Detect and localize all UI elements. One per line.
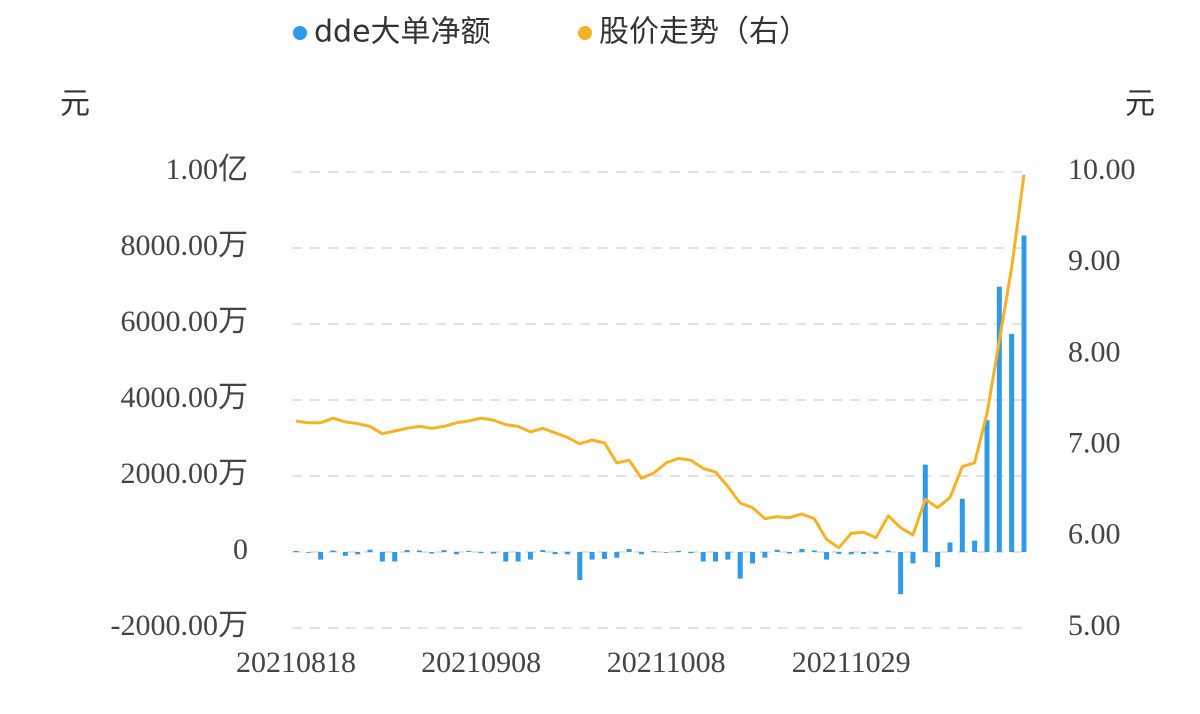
y2-tick-label: 10.00 [1068,153,1136,186]
bar [638,552,644,555]
legend-label: dde大单净额 [314,15,491,50]
bar [367,549,373,552]
bar [910,552,916,564]
bar [589,552,595,560]
bar [836,552,842,554]
bar [935,552,941,568]
bar [379,552,385,562]
y-tick-label: -2000.00万 [111,609,249,642]
bar [947,542,953,552]
bar [898,552,904,595]
y-tick-label: 1.00亿 [166,153,249,186]
bar [478,552,484,554]
bar [774,549,780,552]
y-tick-label: 2000.00万 [121,457,249,490]
bar [392,552,398,562]
bar [984,420,990,552]
y-tick-label: 8000.00万 [121,229,249,262]
bar [441,550,447,552]
bar [873,552,879,554]
bar [959,498,965,552]
bar [626,548,632,552]
bar [453,552,459,555]
bar [737,552,743,579]
bar [540,550,546,552]
bar [885,550,891,552]
x-tick-label: 20210908 [421,646,541,679]
bar [725,552,731,560]
y2-unit: 元 [1125,87,1155,122]
bar [330,550,336,552]
bar [848,552,854,555]
legend-marker [578,26,592,40]
x-tick-label: 20211008 [607,646,726,679]
x-tick-label: 20210818 [236,646,356,679]
y2-tick-label: 5.00 [1068,609,1121,642]
bar [416,550,422,552]
y2-tick-label: 7.00 [1068,426,1121,459]
bar [861,552,867,554]
bar [429,552,435,554]
bar [466,550,472,552]
y-tick-label: 6000.00万 [121,305,249,338]
bar [676,550,682,552]
bar [1009,333,1015,552]
bar [601,552,607,559]
bar [515,552,521,562]
bar [787,552,793,554]
x-tick-label: 20211029 [792,646,911,679]
bar [663,552,669,553]
bar [972,540,978,552]
y-tick-label: 4000.00万 [121,381,249,414]
bar [577,552,583,581]
bar [404,550,410,552]
legend-marker [293,26,307,40]
legend-label: 股价走势（右） [599,15,809,50]
bar [527,552,533,560]
bar [503,552,509,562]
bar [811,550,817,552]
bar [355,552,361,555]
bar [342,552,348,556]
y-tick-label: 0 [233,533,248,566]
y2-tick-label: 9.00 [1068,244,1121,277]
bar [1021,235,1027,552]
bar [490,552,496,554]
bar [922,464,928,552]
y2-tick-label: 6.00 [1068,518,1121,551]
bar [614,552,620,558]
bar [688,552,694,554]
bar [305,552,311,553]
bar [564,552,570,555]
bar [750,552,756,564]
bar [762,552,768,558]
bar [552,552,558,555]
y2-tick-label: 8.00 [1068,335,1121,368]
bar [713,552,719,562]
y-unit: 元 [60,87,90,122]
bar [799,548,805,552]
price-line [295,174,1026,550]
bar [651,551,657,552]
bar [293,550,299,552]
bar [824,552,830,560]
bar [996,286,1002,552]
bar [700,552,706,562]
bar [318,552,324,560]
